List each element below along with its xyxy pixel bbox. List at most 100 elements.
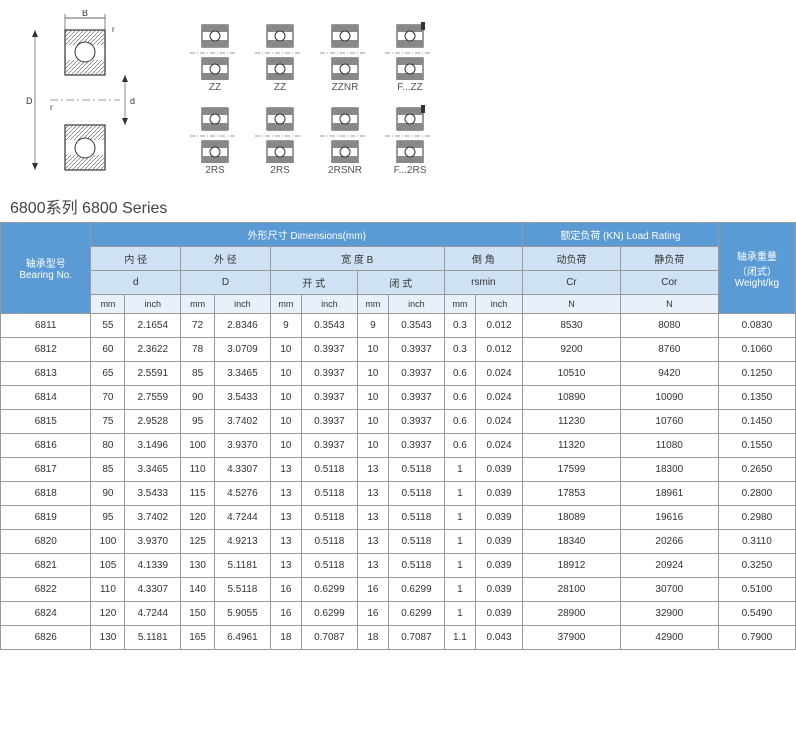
th-cr: Cr xyxy=(523,271,621,295)
table-row: 6816803.14961003.9370100.3937100.39370.6… xyxy=(1,434,796,458)
cell-cor: 18961 xyxy=(620,482,718,506)
cell-d_in: 3.1496 xyxy=(125,434,181,458)
table-row: 68211054.13391305.1181130.5118130.511810… xyxy=(1,554,796,578)
th-chamfer: 倒 角 xyxy=(444,247,522,271)
cell-no: 6826 xyxy=(1,626,91,650)
cell-d_in: 2.9528 xyxy=(125,410,181,434)
cell-D_in: 4.3307 xyxy=(215,458,271,482)
cell-r_in: 0.039 xyxy=(476,578,523,602)
cell-D_in: 3.5433 xyxy=(215,386,271,410)
cell-r_in: 0.024 xyxy=(476,410,523,434)
cell-d_mm: 100 xyxy=(91,530,125,554)
cell-cr: 18089 xyxy=(523,506,621,530)
cell-bc_mm: 10 xyxy=(357,338,388,362)
cell-r_in: 0.012 xyxy=(476,338,523,362)
cell-no: 6811 xyxy=(1,314,91,338)
cell-d_mm: 105 xyxy=(91,554,125,578)
cell-bo_mm: 16 xyxy=(270,578,301,602)
cell-bo_mm: 9 xyxy=(270,314,301,338)
cell-D_mm: 95 xyxy=(181,410,215,434)
cell-bo_in: 0.6299 xyxy=(302,578,358,602)
cell-D_in: 5.9055 xyxy=(215,602,271,626)
cell-r_mm: 0.3 xyxy=(444,314,475,338)
cell-bo_in: 0.3937 xyxy=(302,362,358,386)
cell-cr: 18912 xyxy=(523,554,621,578)
cell-d_in: 3.3465 xyxy=(125,458,181,482)
cell-d_mm: 65 xyxy=(91,362,125,386)
th-dimensions: 外形尺寸 Dimensions(mm) xyxy=(91,223,523,247)
cell-d_in: 4.3307 xyxy=(125,578,181,602)
cell-r_mm: 1 xyxy=(444,506,475,530)
th-width: 宽 度 B xyxy=(270,247,444,271)
cell-no: 6821 xyxy=(1,554,91,578)
cell-r_in: 0.043 xyxy=(476,626,523,650)
cell-r_mm: 1 xyxy=(444,458,475,482)
variant-2RSNR: 2RSNR xyxy=(320,103,370,176)
cell-bc_mm: 10 xyxy=(357,362,388,386)
cell-d_mm: 120 xyxy=(91,602,125,626)
cell-w: 0.1450 xyxy=(718,410,795,434)
cell-no: 6819 xyxy=(1,506,91,530)
variant-ZZ: ZZ xyxy=(255,20,305,93)
th-outer: 外 径 xyxy=(181,247,271,271)
cell-bo_mm: 13 xyxy=(270,482,301,506)
cell-r_in: 0.039 xyxy=(476,506,523,530)
cell-bo_mm: 16 xyxy=(270,602,301,626)
table-row: 6812602.3622783.0709100.3937100.39370.30… xyxy=(1,338,796,362)
table-row: 6817853.34651104.3307130.5118130.511810.… xyxy=(1,458,796,482)
cell-cr: 17853 xyxy=(523,482,621,506)
cell-bo_in: 0.3937 xyxy=(302,434,358,458)
cell-no: 6813 xyxy=(1,362,91,386)
variant-diagrams: ZZ ZZ ZZNR F...ZZ xyxy=(190,10,435,180)
cell-r_mm: 0.6 xyxy=(444,386,475,410)
cell-bc_in: 0.3543 xyxy=(389,314,445,338)
cell-r_mm: 0.3 xyxy=(444,338,475,362)
cell-bo_mm: 10 xyxy=(270,410,301,434)
th-d: d xyxy=(91,271,181,295)
cell-bc_mm: 16 xyxy=(357,602,388,626)
cell-bc_mm: 13 xyxy=(357,554,388,578)
th-inner: 内 径 xyxy=(91,247,181,271)
table-row: 6811552.1654722.834690.354390.35430.30.0… xyxy=(1,314,796,338)
cell-bc_in: 0.5118 xyxy=(389,458,445,482)
cell-w: 0.2800 xyxy=(718,482,795,506)
cell-d_in: 5.1181 xyxy=(125,626,181,650)
cell-bo_mm: 10 xyxy=(270,386,301,410)
cell-d_in: 2.3622 xyxy=(125,338,181,362)
cell-bc_mm: 9 xyxy=(357,314,388,338)
cell-D_in: 3.9370 xyxy=(215,434,271,458)
cell-w: 0.5490 xyxy=(718,602,795,626)
cell-bo_mm: 10 xyxy=(270,434,301,458)
cell-D_in: 3.3465 xyxy=(215,362,271,386)
cell-D_mm: 90 xyxy=(181,386,215,410)
cell-r_in: 0.039 xyxy=(476,530,523,554)
cell-bc_mm: 13 xyxy=(357,458,388,482)
cell-D_mm: 140 xyxy=(181,578,215,602)
cell-d_in: 3.5433 xyxy=(125,482,181,506)
cell-w: 0.5100 xyxy=(718,578,795,602)
variant-2RS: 2RS xyxy=(190,103,240,176)
cell-D_mm: 115 xyxy=(181,482,215,506)
table-row: 68201003.93701254.9213130.5118130.511810… xyxy=(1,530,796,554)
cell-cor: 32900 xyxy=(620,602,718,626)
cell-D_in: 4.5276 xyxy=(215,482,271,506)
cell-D_in: 3.7402 xyxy=(215,410,271,434)
cell-cor: 8760 xyxy=(620,338,718,362)
cell-bc_in: 0.3937 xyxy=(389,410,445,434)
cell-cr: 8530 xyxy=(523,314,621,338)
table-row: 6819953.74021204.7244130.5118130.511810.… xyxy=(1,506,796,530)
table-row: 68221104.33071405.5118160.6299160.629910… xyxy=(1,578,796,602)
cell-d_in: 3.9370 xyxy=(125,530,181,554)
cell-d_in: 3.7402 xyxy=(125,506,181,530)
bearing-spec-table: 轴承型号Bearing No. 外形尺寸 Dimensions(mm) 额定负荷… xyxy=(0,222,796,650)
cell-cr: 9200 xyxy=(523,338,621,362)
cell-d_mm: 80 xyxy=(91,434,125,458)
variant-2RS: 2RS xyxy=(255,103,305,176)
table-row: 6813652.5591853.3465100.3937100.39370.60… xyxy=(1,362,796,386)
cell-bo_mm: 13 xyxy=(270,506,301,530)
cell-cr: 28900 xyxy=(523,602,621,626)
cell-r_mm: 1.1 xyxy=(444,626,475,650)
cell-bc_mm: 18 xyxy=(357,626,388,650)
th-rsmin: rsmin xyxy=(444,271,522,295)
cell-bc_mm: 13 xyxy=(357,530,388,554)
